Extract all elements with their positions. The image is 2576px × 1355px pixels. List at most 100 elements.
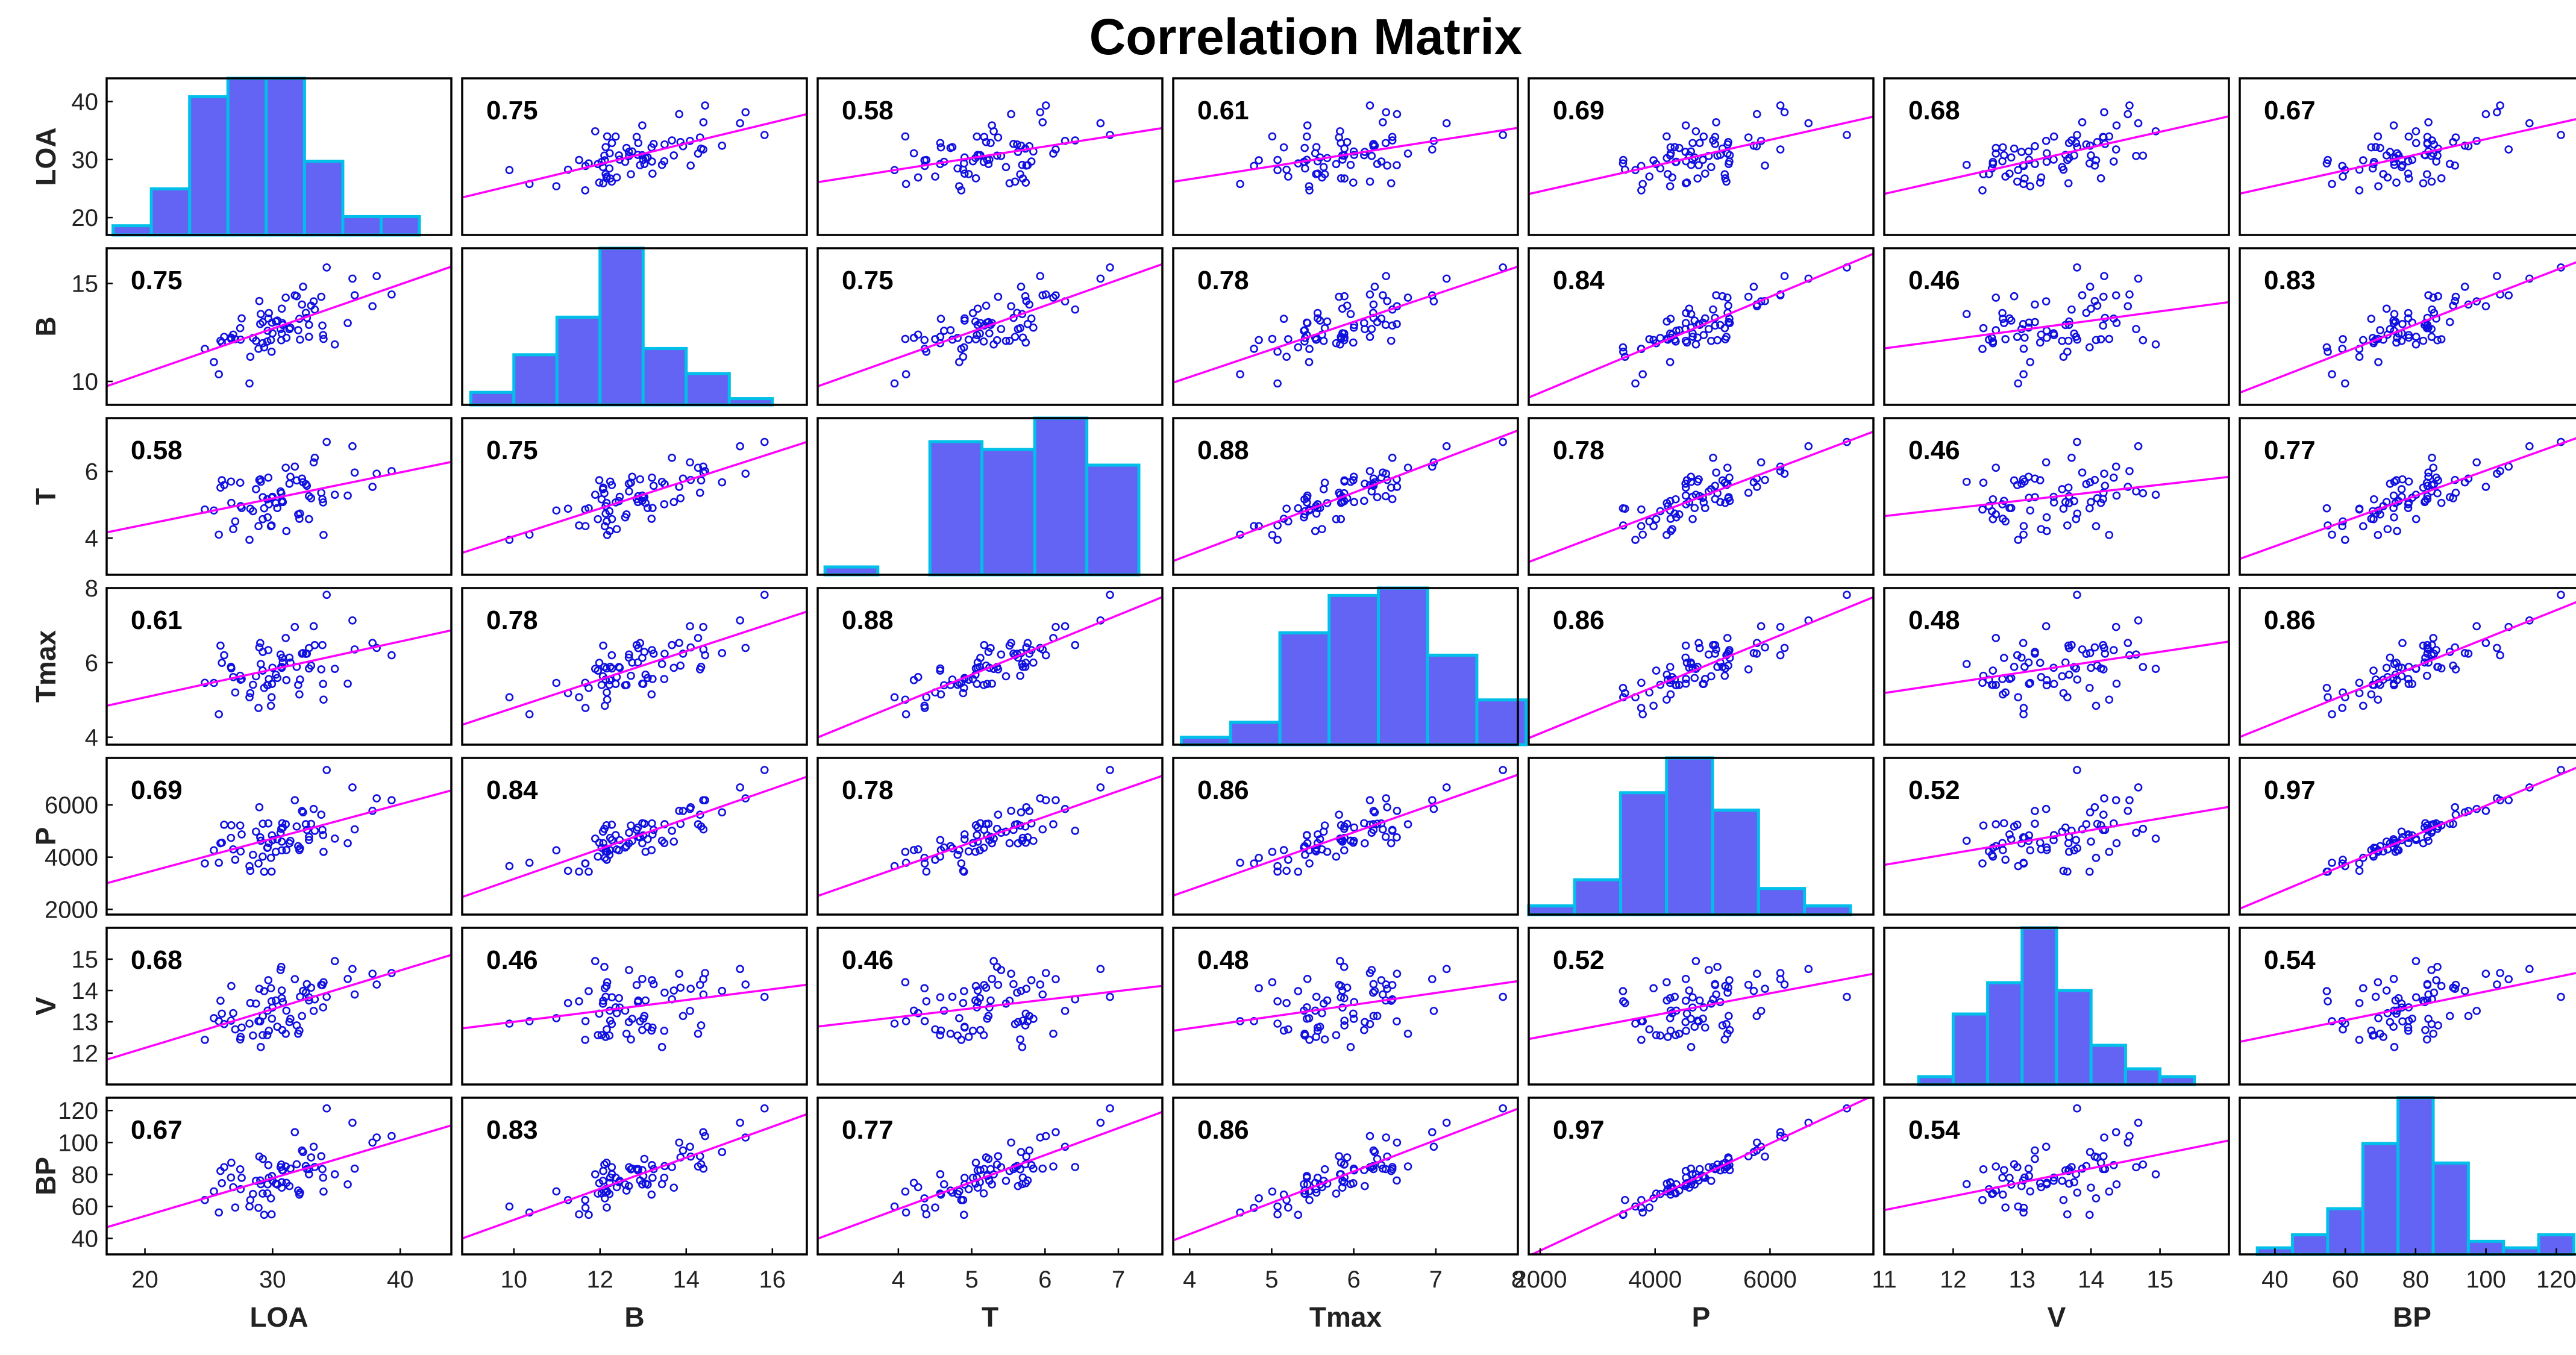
point-BP-V-8 xyxy=(2031,1154,2039,1163)
point-P-B-18 xyxy=(584,868,593,876)
point-B-BP-37 xyxy=(2424,291,2433,299)
point-T-LOA-6 xyxy=(304,515,313,524)
point-B-BP-5 xyxy=(2460,283,2469,291)
point-P-V-29 xyxy=(2151,834,2160,843)
point-BP-T-46 xyxy=(1018,1180,1027,1189)
point-P-V-20 xyxy=(1979,821,1988,830)
point-BP-LOA-37 xyxy=(350,1164,359,1173)
point-LOA-T-2 xyxy=(1013,140,1021,149)
point-P-Tmax-53 xyxy=(1335,810,1343,819)
point-LOA-V-33 xyxy=(2019,180,2028,189)
fit-line-BP-LOA xyxy=(107,1124,451,1228)
point-V-P-47 xyxy=(1682,1027,1690,1035)
point-T-P-42 xyxy=(1681,491,1690,500)
hist-bar-T-0 xyxy=(823,565,880,577)
point-T-B-58 xyxy=(644,504,652,512)
point-LOA-V-64 xyxy=(2067,136,2076,145)
fit-line-B-BP xyxy=(2240,261,2576,394)
point-B-Tmax-51 xyxy=(1323,317,1332,326)
point-LOA-P-38 xyxy=(1694,161,1703,169)
hist-bar-BP-4 xyxy=(2396,1096,2435,1256)
point-V-B-66 xyxy=(675,969,683,978)
point-V-B-17 xyxy=(632,981,641,989)
point-V-P-64 xyxy=(1709,995,1717,1004)
point-Tmax-T-63 xyxy=(1051,622,1060,631)
cell-frame-LOA-Tmax xyxy=(1172,77,1519,236)
x-axis-label-B: B xyxy=(624,1301,644,1333)
point-V-B-59 xyxy=(697,1021,706,1030)
point-P-V-49 xyxy=(1999,819,2008,828)
point-B-T-24 xyxy=(997,325,1006,333)
point-B-LOA-66 xyxy=(368,302,377,311)
point-V-BP-49 xyxy=(2421,1025,2430,1034)
point-P-LOA-49 xyxy=(278,819,287,828)
point-P-LOA-21 xyxy=(298,807,306,815)
point-B-P-5 xyxy=(1749,283,1758,291)
point-V-LOA-25 xyxy=(309,1007,318,1015)
point-Tmax-LOA-66 xyxy=(368,639,377,647)
point-B-V-65 xyxy=(2087,304,2095,313)
hist-bar-V-7 xyxy=(2158,1075,2196,1086)
point-BP-LOA-19 xyxy=(255,1152,264,1161)
point-LOA-V-68 xyxy=(2125,101,2134,110)
correlation-label-BP-P: 0.97 xyxy=(1553,1115,1605,1145)
point-P-LOA-61 xyxy=(246,866,255,875)
point-V-Tmax-18 xyxy=(1294,987,1303,995)
point-Tmax-T-15 xyxy=(1001,672,1011,681)
point-LOA-Tmax-12 xyxy=(1337,174,1346,183)
point-B-Tmax-15 xyxy=(1319,337,1328,345)
point-BP-V-5 xyxy=(2086,1148,2095,1156)
point-BP-B-4 xyxy=(760,1104,769,1113)
point-LOA-V-3 xyxy=(2026,182,2034,190)
cell-Tmax-BP: 0.86 xyxy=(2239,587,2576,746)
point-Tmax-P-16 xyxy=(1649,701,1658,710)
y-tick-label-BP: 120 xyxy=(58,1098,98,1124)
correlation-label-BP-V: 0.54 xyxy=(1908,1115,1960,1145)
point-T-P-61 xyxy=(1620,504,1629,513)
point-T-V-37 xyxy=(2078,468,2087,477)
cell-frame-T-LOA xyxy=(105,417,453,576)
cell-V-V xyxy=(1883,926,2230,1086)
point-B-V-33 xyxy=(2019,370,2028,379)
point-P-T-52 xyxy=(964,847,973,856)
point-T-BP-37 xyxy=(2424,468,2433,477)
cell-frame-T-Tmax xyxy=(1172,417,1519,576)
point-T-V-41 xyxy=(1988,495,1998,504)
point-P-V-54 xyxy=(2019,859,2028,868)
point-BP-Tmax-4 xyxy=(1499,1104,1507,1113)
point-B-Tmax-43 xyxy=(1338,329,1347,337)
point-T-LOA-24 xyxy=(276,487,285,496)
point-B-V-38 xyxy=(2019,319,2028,328)
hist-bar-P-4 xyxy=(1711,809,1760,916)
point-BP-V-24 xyxy=(2132,1163,2140,1172)
point-B-V-49 xyxy=(1999,319,2008,327)
point-BP-B-56 xyxy=(601,1188,610,1197)
cell-frame-T-V xyxy=(1883,417,2230,576)
point-LOA-B-57 xyxy=(649,140,658,148)
point-T-B-45 xyxy=(648,504,657,512)
point-LOA-P-63 xyxy=(1776,145,1785,154)
point-P-LOA-16 xyxy=(266,854,275,862)
hist-bar-BP-3 xyxy=(2361,1142,2400,1256)
point-BP-V-66 xyxy=(2123,1138,2133,1147)
point-Tmax-BP-5 xyxy=(2460,649,2469,657)
point-B-BP-33 xyxy=(2328,370,2336,379)
point-T-Tmax-68 xyxy=(1365,467,1374,475)
point-BP-T-66 xyxy=(1007,1138,1015,1147)
point-BP-B-65 xyxy=(669,1183,678,1192)
point-T-V-62 xyxy=(2035,476,2045,484)
point-P-T-36 xyxy=(922,867,931,876)
point-B-Tmax-31 xyxy=(1305,345,1314,353)
point-LOA-B-20 xyxy=(627,170,635,179)
point-Tmax-LOA-25 xyxy=(309,622,318,631)
point-T-LOA-62 xyxy=(218,476,226,484)
point-Tmax-LOA-13 xyxy=(319,680,328,688)
point-Tmax-B-42 xyxy=(638,679,647,688)
point-V-B-26 xyxy=(603,978,612,987)
point-Tmax-T-68 xyxy=(1041,651,1050,660)
point-B-Tmax-27 xyxy=(1442,274,1451,283)
point-V-Tmax-51 xyxy=(1323,996,1332,1005)
point-V-BP-12 xyxy=(2437,981,2446,990)
hist-bar-P-3 xyxy=(1665,756,1714,916)
point-V-B-56 xyxy=(601,992,610,1001)
